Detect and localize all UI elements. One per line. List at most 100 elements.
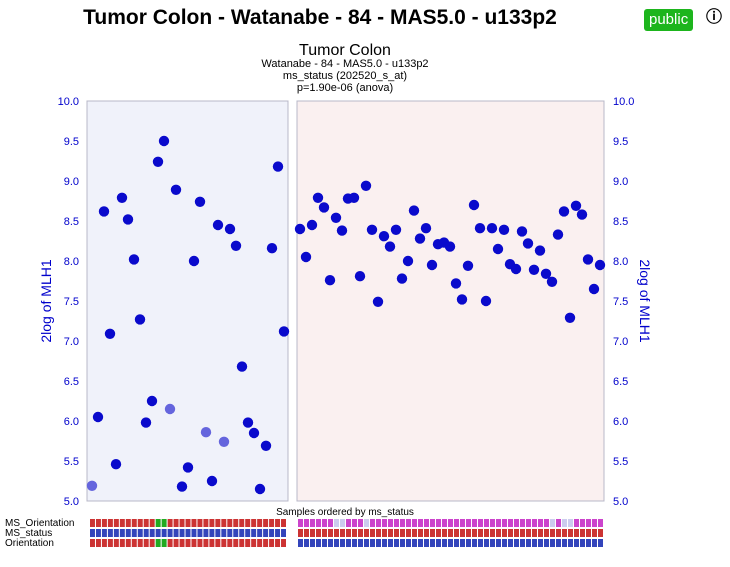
data-point [510, 263, 522, 275]
track-cell [502, 539, 507, 547]
y-tick-label-left: 6.5 [64, 376, 79, 388]
track-cell [496, 529, 501, 537]
track-cell [227, 519, 233, 527]
y-tick-label-right: 8.0 [613, 256, 628, 268]
data-point [224, 223, 236, 235]
track-cell [316, 529, 321, 537]
track-cell [550, 529, 555, 537]
data-point [266, 243, 278, 254]
track-cell [275, 539, 281, 547]
data-point [176, 481, 188, 492]
public-badge[interactable]: public [644, 9, 694, 31]
data-point [426, 259, 438, 271]
data-point [468, 199, 480, 211]
track-cell [95, 519, 101, 527]
data-point [480, 295, 492, 307]
data-point [528, 264, 540, 275]
track-cell [490, 529, 495, 537]
track-cell [520, 539, 525, 547]
data-point [248, 427, 260, 439]
track-cell [574, 519, 579, 527]
track-cell [179, 539, 185, 547]
y-tick-label-right: 9.0 [613, 176, 628, 188]
y-tick-label-right: 9.5 [613, 136, 628, 148]
data-point [576, 209, 588, 220]
track-cell [131, 539, 137, 547]
track-cell [269, 519, 275, 527]
track-cell [592, 529, 597, 537]
track-cell [185, 519, 191, 527]
track-cell [275, 529, 281, 537]
track-cell [364, 529, 369, 537]
data-point [324, 275, 336, 286]
data-point [194, 196, 206, 207]
data-point [450, 278, 462, 289]
track-cell [412, 529, 417, 537]
track-cell [298, 519, 303, 527]
track-cell [334, 539, 339, 547]
track-cell [544, 519, 549, 527]
chart-subtitle-3: p=1.90e-06 (anova) [297, 82, 393, 94]
track-cell [478, 539, 483, 547]
track-cell [532, 539, 537, 547]
track-cell [340, 539, 345, 547]
track-cell [298, 529, 303, 537]
track-cell [113, 539, 119, 547]
data-point [390, 224, 402, 235]
track-cell [562, 539, 567, 547]
track-cell [442, 529, 447, 537]
track-cell [580, 529, 585, 537]
track-cell [155, 529, 161, 537]
data-point [230, 240, 242, 251]
track-cell [245, 519, 251, 527]
track-cell [107, 539, 113, 547]
track-cell [544, 529, 549, 537]
track-label: MS_Orientation [5, 518, 74, 529]
y-tick-label-right: 6.0 [613, 416, 628, 428]
track-cell [322, 539, 327, 547]
track-cell [526, 529, 531, 537]
track-cell [233, 529, 239, 537]
track-cell [580, 539, 585, 547]
track-cell [275, 519, 281, 527]
track-cell [466, 529, 471, 537]
track-cell [269, 529, 275, 537]
track-cell [203, 519, 209, 527]
data-point [540, 268, 552, 279]
data-point [200, 427, 212, 438]
track-cell [215, 519, 221, 527]
data-point [98, 206, 110, 217]
track-cell [430, 529, 435, 537]
track-cell [448, 539, 453, 547]
track-cell [418, 539, 423, 547]
track-cell [574, 529, 579, 537]
track-cell [592, 539, 597, 547]
track-cell [484, 539, 489, 547]
track-cell [125, 529, 131, 537]
track-cell [502, 519, 507, 527]
y-tick-label-right: 5.0 [613, 496, 628, 508]
track-cell [370, 539, 375, 547]
track-cell [370, 529, 375, 537]
track-cell [221, 539, 227, 547]
track-cell [538, 529, 543, 537]
info-icon[interactable]: ⓘ [706, 9, 723, 26]
track-cell [400, 529, 405, 537]
data-point [348, 192, 360, 203]
track-label: Orientation [5, 538, 54, 549]
track-cell [245, 539, 251, 547]
track-cell [346, 539, 351, 547]
data-point [188, 255, 200, 267]
track-cell [556, 529, 561, 537]
track-cell [137, 529, 143, 537]
track-cell [382, 519, 387, 527]
y-tick-label-left: 8.5 [64, 216, 79, 228]
data-point [260, 440, 272, 451]
track-cell [514, 539, 519, 547]
track-cell [179, 529, 185, 537]
track-cell [592, 519, 597, 527]
data-point [588, 283, 600, 295]
track-cell [556, 519, 561, 527]
track-cell [131, 529, 137, 537]
track-cell [298, 539, 303, 547]
